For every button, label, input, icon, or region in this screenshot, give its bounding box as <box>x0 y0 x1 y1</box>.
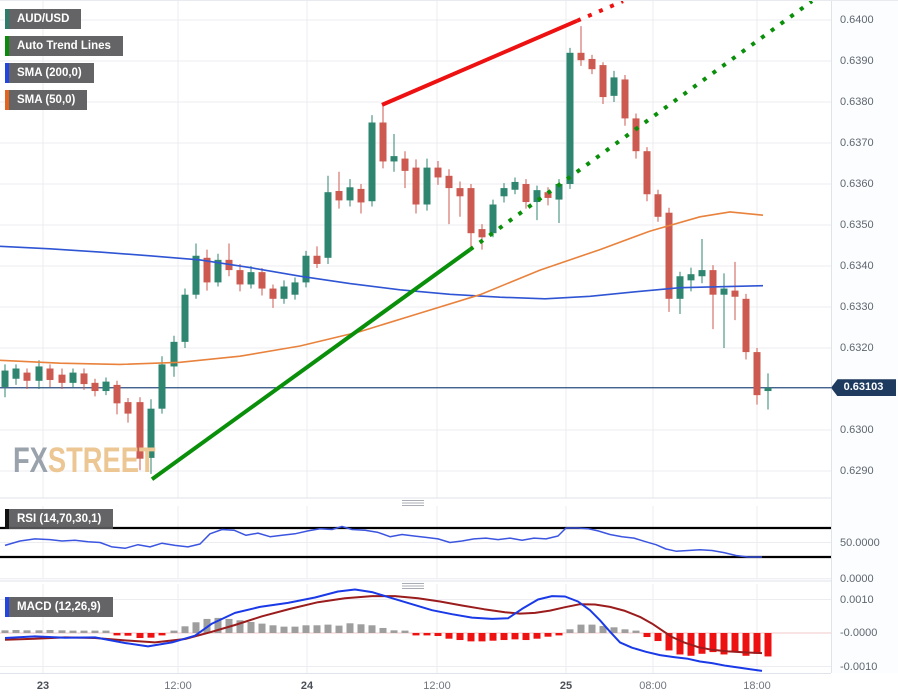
axis-tick-label: 0.6390 <box>840 55 874 67</box>
axis-tick-label: 0.6330 <box>840 301 874 313</box>
legend-chip-sma50[interactable]: SMA (50,0) <box>5 90 88 110</box>
legend-chip-macd[interactable]: MACD (12,26,9) <box>5 597 113 617</box>
legend-chip-symbol[interactable]: AUD/USD <box>5 9 82 29</box>
time-tick-label: 25 <box>559 680 573 692</box>
time-tick-label: 24 <box>300 680 314 692</box>
axis-tick-label: 0.6380 <box>840 96 874 108</box>
time-axis[interactable]: 23 12:00 24 12:00 25 08:00 18:00 <box>0 673 831 698</box>
axis-tick-label: 0.6300 <box>840 424 874 436</box>
axis-tick-label: 0.6370 <box>840 137 874 149</box>
time-tick-label: 08:00 <box>639 680 667 692</box>
axis-tick-label: 50.0000 <box>840 536 880 549</box>
fxstreet-watermark: FXSTREET <box>13 441 156 481</box>
axis-tick-label: 0.6360 <box>840 178 874 190</box>
axis-tick-label: -0.0010 <box>840 660 878 673</box>
legend-chip-auto-trend-lines[interactable]: Auto Trend Lines <box>5 36 123 56</box>
watermark-fx: FX <box>13 441 48 480</box>
axis-tick-label: 0.6400 <box>840 14 874 26</box>
legend-chip-sma200[interactable]: SMA (200,0) <box>5 63 94 83</box>
time-tick-label: 12:00 <box>164 680 192 692</box>
axis-tick-label: 0.6340 <box>840 260 874 272</box>
axis-tick-label: 0.6350 <box>840 219 874 231</box>
last-price-tag: 0.63103 <box>831 379 896 397</box>
price-axis[interactable]: 0.6400 0.6390 0.6380 0.6370 0.6360 0.6350 0.63… <box>831 1 898 673</box>
time-tick-label: 18:00 <box>743 680 771 692</box>
axis-tick-label: 0.6320 <box>840 342 874 354</box>
time-tick-label: 12:00 <box>423 680 451 692</box>
axis-tick-label: 0.0010 <box>840 593 874 606</box>
axis-tick-label: -0.0000 <box>840 627 878 639</box>
legend-chip-rsi[interactable]: RSI (14,70,30,1) <box>5 509 114 529</box>
watermark-street: STREET <box>47 441 156 480</box>
panel-resize-handle-macd[interactable] <box>402 583 424 589</box>
axis-tick-label: 0.6290 <box>840 465 874 477</box>
time-tick-label: 23 <box>36 680 50 692</box>
panel-resize-handle-rsi[interactable] <box>402 500 424 506</box>
price-chart-canvas[interactable] <box>0 1 831 673</box>
axis-tick-label: 0.0000 <box>840 572 874 585</box>
